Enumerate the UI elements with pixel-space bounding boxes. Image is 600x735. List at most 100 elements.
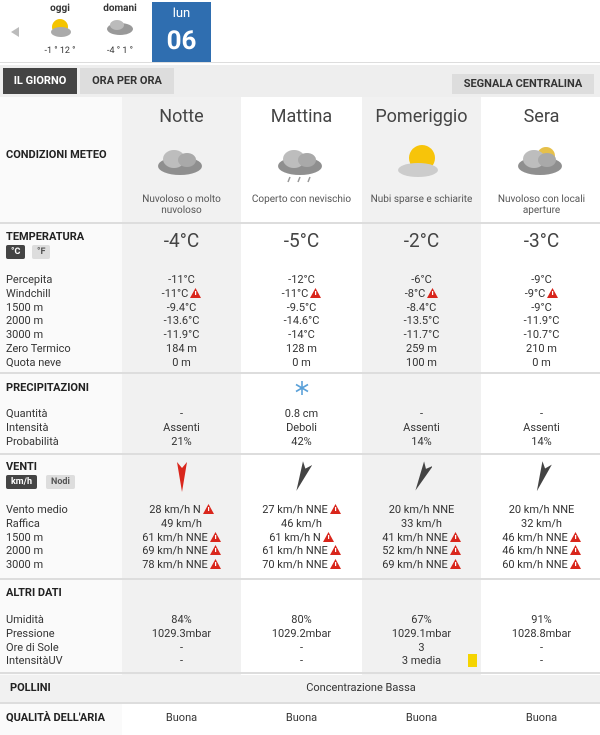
row-value: 21% <box>171 434 192 448</box>
section-label: POLLINI <box>10 681 51 694</box>
row-value: 61 km/h NNE <box>242 544 361 557</box>
column-title: Pomeriggio <box>375 106 468 127</box>
row-value: 60 km/h NNE <box>482 558 600 571</box>
separator <box>0 672 600 674</box>
row-value: 1029.3mbar <box>151 626 212 640</box>
day-label[interactable]: oggi <box>50 3 70 14</box>
wind-arrow <box>412 460 434 494</box>
condition-text: Nuvoloso o molto nuvoloso <box>142 194 221 216</box>
day-label[interactable]: domani <box>103 3 137 14</box>
row-value: 1029.2mbar <box>271 626 332 640</box>
row-value: 1028.8mbar <box>511 626 572 640</box>
day-icon <box>107 20 133 35</box>
row-value: - <box>179 640 184 654</box>
row-value: 0.8 cm <box>284 407 319 420</box>
row-value: 20 km/h NNE <box>388 503 455 516</box>
row-value: -14°C <box>288 328 315 342</box>
row-value: Deboli <box>286 420 317 434</box>
row-value: - <box>299 654 304 668</box>
weather-icon <box>394 142 450 186</box>
label-col-bg <box>0 97 122 735</box>
row-value: 3 <box>418 640 425 654</box>
row-value: -11°C <box>168 273 195 286</box>
weather-icon <box>274 142 330 186</box>
row-value: Assenti <box>163 420 200 434</box>
section-label: VENTI <box>6 460 38 473</box>
tab[interactable]: IL GIORNO <box>3 68 77 94</box>
row-value: 69 km/h NNE <box>362 558 481 571</box>
row-value: 1029.1mbar <box>391 626 452 640</box>
row-label: Zero Termico <box>6 342 71 355</box>
row-value: Assenti <box>523 420 560 434</box>
report-button[interactable]: SEGNALA CENTRALINA <box>452 74 594 94</box>
row-value: 61 km/h N <box>242 531 361 544</box>
row-value: 46 km/h <box>281 516 322 530</box>
row-value: -11.7°C <box>403 328 440 342</box>
weather-icon <box>514 142 570 186</box>
selected-weekday: lun <box>172 6 191 21</box>
row-label: Raffica <box>6 516 40 530</box>
row-value: - <box>299 640 304 654</box>
main-temp: -4°C <box>163 229 200 252</box>
row-value: -14.6°C <box>283 314 320 328</box>
row-value: -12°C <box>288 273 315 286</box>
air-value: Buona <box>525 711 558 724</box>
row-value: -9.4°C <box>166 300 197 314</box>
row-label: Percepita <box>6 273 53 286</box>
row-value: 128 m <box>286 342 317 355</box>
unit-toggle[interactable]: °F <box>32 245 51 259</box>
row-value: 0 m <box>292 355 311 369</box>
row-value: 3 media <box>401 654 442 668</box>
day-temps: -1 ° 12 ° <box>44 46 76 56</box>
row-value: Assenti <box>403 420 440 434</box>
separator <box>0 453 600 455</box>
wind-arrow <box>532 460 552 494</box>
main-temp: -2°C <box>403 229 440 252</box>
row-label: 1500 m <box>6 300 44 314</box>
main-temp: -3°C <box>523 229 560 252</box>
row-value: -11°C <box>242 287 361 300</box>
section-label: CONDIZIONI METEO <box>6 148 107 161</box>
row-label: 2000 m <box>6 314 44 328</box>
row-value: -8.4°C <box>406 300 437 314</box>
row-value: - <box>539 407 544 420</box>
pollen-bg <box>0 675 600 703</box>
row-label: 1500 m <box>6 530 44 544</box>
row-label: 3000 m <box>6 328 44 342</box>
unit-toggle[interactable]: Nodi <box>46 475 75 489</box>
row-value: 69 km/h NNE <box>122 544 241 557</box>
condition-text: Nubi sparse e schiarite <box>370 194 473 205</box>
row-label: Umidità <box>6 613 44 626</box>
row-value: 70 km/h NNE <box>242 558 361 571</box>
prev-arrow[interactable] <box>10 26 20 38</box>
row-label: Ore di Sole <box>6 640 59 654</box>
selected-day[interactable] <box>152 2 211 62</box>
row-value: -11°C <box>122 287 241 300</box>
unit-toggle[interactable]: °C <box>6 245 26 259</box>
row-value: 33 km/h <box>401 516 442 530</box>
air-value: Buona <box>165 711 198 724</box>
weather-icon <box>154 142 210 186</box>
unit-toggle[interactable]: km/h <box>6 475 37 489</box>
row-value: 20 km/h NNE <box>508 503 575 516</box>
pollen-value: Concentrazione Bassa <box>306 681 416 694</box>
row-value: -9°C <box>531 300 552 314</box>
row-value: 78 km/h NNE <box>122 558 241 571</box>
uv-indicator <box>468 654 477 667</box>
air-value: Buona <box>405 711 438 724</box>
row-value: - <box>179 407 184 420</box>
wind-arrow <box>172 460 192 494</box>
row-value: -9.5°C <box>286 300 317 314</box>
tab[interactable]: ORA PER ORA <box>80 68 174 94</box>
row-label: Intensità <box>6 420 49 434</box>
row-label: Quota neve <box>6 355 62 369</box>
row-value: 27 km/h NNE <box>242 503 361 516</box>
row-value: - <box>539 654 544 668</box>
row-value: 46 km/h NNE <box>482 544 600 557</box>
row-label: Quantità <box>6 407 48 420</box>
row-value: -9°C <box>531 273 552 286</box>
air-value: Buona <box>285 711 318 724</box>
row-label: Windchill <box>6 286 51 300</box>
row-value: 28 km/h N <box>122 503 241 516</box>
